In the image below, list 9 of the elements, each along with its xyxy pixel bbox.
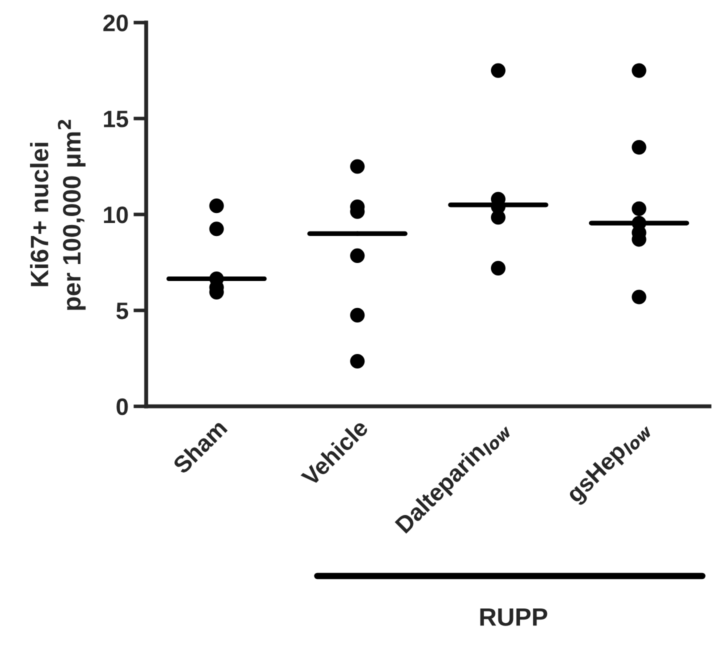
- text: RUPP: [480, 608, 548, 626]
- y-tick-label: 5: [116, 302, 128, 320]
- x-tick-label: Dalteparin$_{low}$: [394, 418, 514, 538]
- y-axis-title: Ki67+ nuclei per 100,000 μm$^{2}$: [30, 120, 86, 310]
- x-tick-label: gsHep$_{low}$: [565, 418, 654, 507]
- y-tick-label: 15: [104, 110, 128, 128]
- y-tick-label: 10: [104, 206, 128, 224]
- y-tick-label: 0: [116, 398, 128, 416]
- y-tick-label: 20: [103, 14, 128, 32]
